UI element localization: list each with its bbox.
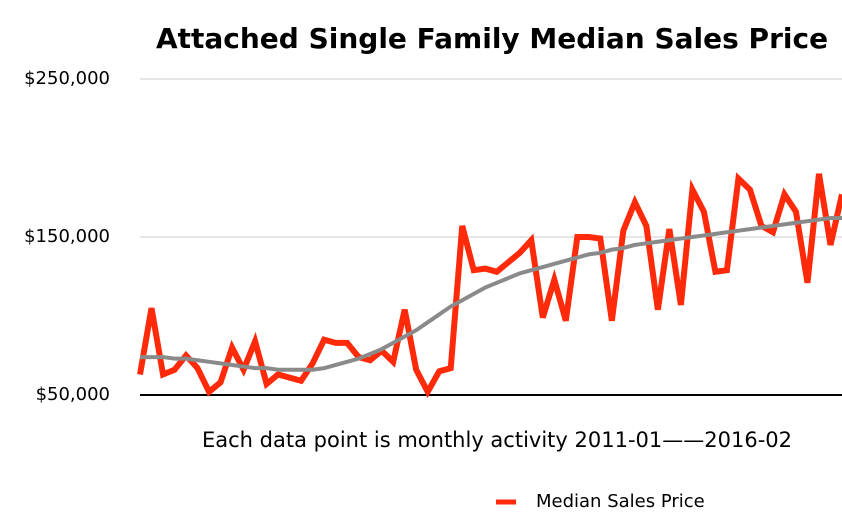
trend-line [140, 216, 842, 372]
y-tick-label: $250,000 [24, 68, 110, 89]
chart-title: Attached Single Family Median Sales Pric… [156, 22, 828, 55]
legend-label: Median Sales Price [536, 491, 705, 512]
y-tick-label: $50,000 [36, 384, 110, 405]
data-line [137, 172, 842, 399]
y-tick-label: $150,000 [24, 226, 110, 247]
annotation: Each data point is monthly activity 2011… [202, 428, 792, 452]
